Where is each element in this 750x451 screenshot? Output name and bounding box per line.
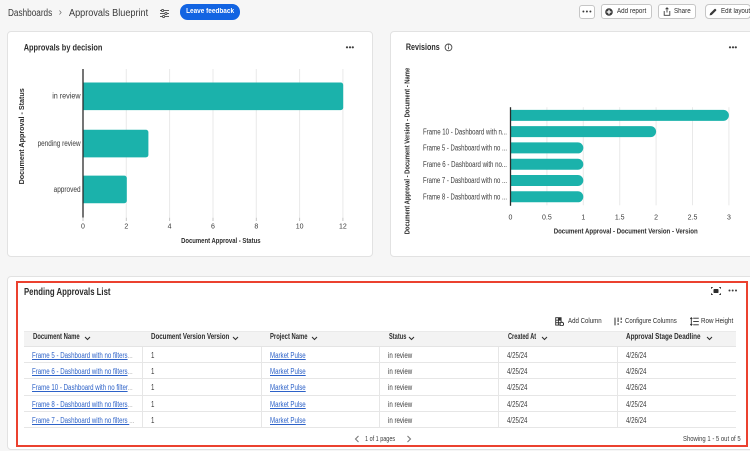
svg-text:0: 0 [508, 215, 512, 222]
svg-text:Approvals by decision: Approvals by decision [24, 42, 103, 52]
svg-text:12: 12 [339, 223, 347, 230]
svg-text:approved: approved [54, 185, 81, 194]
svg-text:8: 8 [254, 223, 258, 230]
svg-text:in review: in review [52, 92, 81, 101]
svg-text:6: 6 [211, 223, 215, 230]
svg-text:1: 1 [581, 215, 585, 222]
svg-text:Frame 8 - Dashboard with no ..: Frame 8 - Dashboard with no ... [423, 193, 507, 202]
svg-text:Frame 7 - Dashboard with no ..: Frame 7 - Dashboard with no ... [423, 176, 507, 185]
svg-text:2: 2 [654, 215, 658, 222]
svg-text:2: 2 [124, 223, 128, 230]
svg-text:Document Approval - Document V: Document Approval - Document Version - D… [404, 68, 411, 235]
svg-text:Document Approval - Status: Document Approval - Status [19, 88, 26, 184]
svg-text:0: 0 [81, 223, 85, 230]
svg-text:10: 10 [296, 223, 304, 230]
svg-text:3: 3 [726, 215, 730, 222]
svg-text:Frame 5 - Dashboard with no ..: Frame 5 - Dashboard with no ... [423, 144, 507, 153]
svg-text:Document Approval - Status: Document Approval - Status [181, 238, 260, 245]
svg-text:Frame 10 - Dashboard with n...: Frame 10 - Dashboard with n... [423, 127, 507, 136]
svg-text:1.5: 1.5 [614, 215, 624, 222]
svg-text:2.5: 2.5 [687, 215, 697, 222]
svg-text:Frame 6 - Dashboard with no...: Frame 6 - Dashboard with no... [423, 160, 507, 169]
svg-text:Revisions: Revisions [405, 42, 439, 52]
svg-text:Document Approval - Document V: Document Approval - Document Version - V… [553, 228, 697, 235]
svg-text:0.5: 0.5 [542, 215, 552, 222]
svg-text:4: 4 [168, 223, 172, 230]
svg-text:pending review: pending review [38, 139, 81, 148]
